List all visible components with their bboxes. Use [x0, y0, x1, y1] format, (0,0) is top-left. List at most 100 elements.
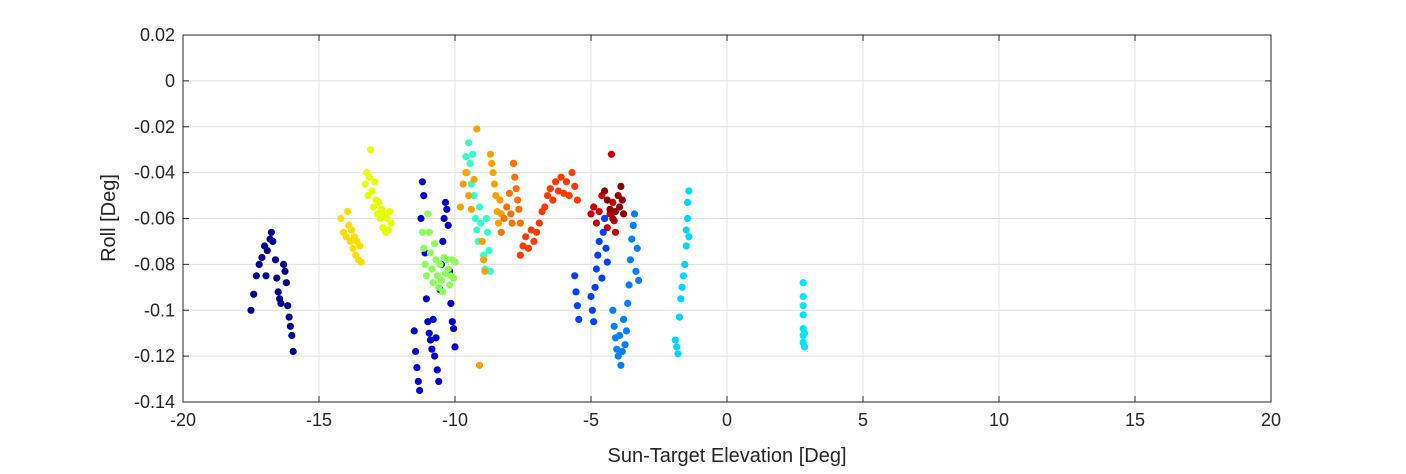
y-tick-label: 0 [165, 71, 175, 91]
scatter-point [478, 237, 486, 245]
scatter-point [522, 233, 530, 241]
scatter-point [387, 219, 395, 227]
scatter-point [255, 260, 263, 268]
scatter-point [635, 276, 643, 284]
scatter-point [484, 228, 492, 236]
scatter-point [617, 182, 625, 190]
scatter-point [603, 196, 611, 204]
scatter-point [477, 219, 485, 227]
scatter-point [620, 210, 628, 218]
scatter-point [535, 219, 543, 227]
scatter-point [622, 327, 631, 335]
scatter-point [673, 343, 681, 351]
scatter-point [344, 208, 352, 216]
data-points [247, 125, 809, 395]
scatter-point [422, 295, 430, 303]
scatter-point [446, 281, 454, 289]
scatter-point [630, 210, 639, 218]
scatter-point [428, 265, 436, 273]
scatter-point [599, 228, 607, 236]
scatter-point [629, 221, 637, 229]
scatter-point [267, 228, 275, 236]
scatter-point [367, 146, 375, 154]
scatter-point [613, 345, 621, 353]
scatter-point [439, 288, 447, 296]
scatter-point [252, 272, 260, 280]
scatter-point [274, 288, 282, 296]
scatter-point [621, 341, 629, 349]
scatter-point [247, 306, 255, 314]
scatter-point [514, 196, 522, 204]
scatter-point [549, 196, 557, 204]
scatter-point [598, 274, 606, 282]
scatter-point [356, 242, 364, 250]
scatter-point [575, 315, 583, 323]
scatter-point [592, 265, 601, 273]
y-tick-label: -0.02 [134, 117, 175, 137]
scatter-point [443, 256, 451, 264]
scatter-point [417, 214, 425, 223]
scatter-point [496, 196, 504, 204]
scatter-point [441, 198, 450, 206]
scatter-point [609, 214, 617, 223]
scatter-point [285, 313, 293, 321]
scatter-point [448, 318, 456, 326]
scatter-point [565, 192, 573, 200]
scatter-point [590, 318, 598, 326]
x-tick-label: -15 [306, 410, 332, 430]
scatter-point [348, 226, 356, 234]
scatter-point [554, 187, 563, 195]
scatter-point [587, 210, 595, 218]
scatter-point [799, 292, 807, 301]
scatter-point [685, 233, 693, 241]
scatter-point [470, 192, 478, 200]
scatter-point [624, 299, 632, 307]
scatter-point [444, 221, 452, 229]
scatter-point [414, 377, 422, 385]
scatter-point [435, 377, 443, 385]
scatter-point [421, 260, 429, 268]
scatter-point [573, 196, 582, 204]
scatter-point [439, 237, 447, 245]
scatter-point [413, 364, 421, 372]
scatter-point [269, 237, 277, 245]
y-tick-label: -0.12 [134, 346, 175, 366]
scatter-point [447, 299, 455, 307]
scatter-point [473, 226, 481, 234]
scatter-point [530, 237, 538, 245]
scatter-point [426, 249, 435, 257]
scatter-point [516, 219, 524, 227]
scatter-point [481, 267, 489, 275]
scatter-point [435, 283, 443, 291]
scatter-point [263, 247, 271, 255]
scatter-point [682, 226, 690, 234]
scatter-point [258, 253, 266, 262]
scatter-point [470, 175, 478, 184]
scatter-point [681, 260, 689, 268]
scatter-point [632, 267, 640, 275]
y-tick-label: -0.14 [134, 392, 175, 412]
scatter-point [614, 352, 622, 360]
scatter-point [590, 203, 598, 211]
scatter-point [515, 205, 523, 213]
x-tick-label: -10 [442, 410, 468, 430]
scatter-point [541, 203, 549, 211]
scatter-point [475, 203, 484, 211]
scatter-point [486, 150, 494, 158]
scatter-point [412, 347, 420, 356]
scatter-point [616, 203, 624, 211]
scatter-point [592, 219, 601, 227]
scatter-point [337, 214, 345, 223]
scatter-point [429, 315, 437, 323]
scatter-point [384, 226, 392, 234]
scatter-point [671, 336, 679, 344]
x-tick-label: -20 [170, 410, 196, 430]
scatter-point [799, 302, 807, 310]
scatter-point [443, 205, 451, 213]
scatter-point [288, 331, 296, 340]
scatter-point [595, 208, 603, 216]
scatter-point [799, 279, 807, 287]
scatter-point [485, 247, 493, 255]
x-axis-ticks: -20 -15 -10 -5 0 5 10 15 20 [170, 35, 1281, 430]
